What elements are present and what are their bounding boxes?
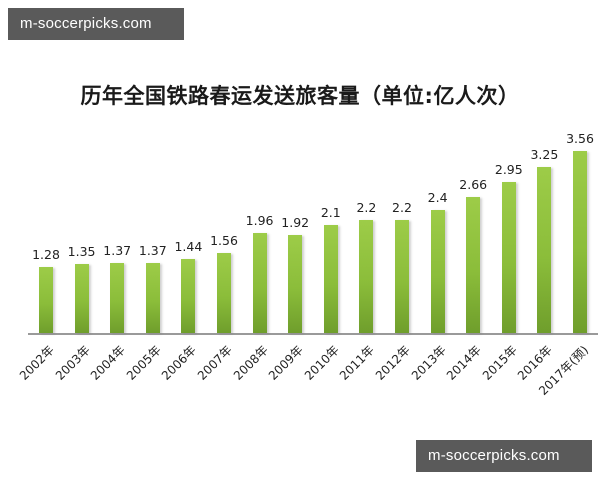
bar-value-label: 2.95 — [494, 161, 523, 177]
bar — [74, 263, 89, 333]
watermark-bottom: m-soccerpicks.com — [416, 440, 592, 472]
x-tick-label: 2012年 — [372, 342, 413, 383]
x-tick-label: 2009年 — [266, 342, 307, 383]
bar — [359, 220, 374, 333]
bar — [395, 220, 409, 333]
watermark-top: m-soccerpicks.com — [8, 8, 184, 40]
x-tick-label: 2010年 — [301, 342, 342, 383]
x-tick-label: 2004年 — [88, 342, 129, 383]
x-tick-label: 2005年 — [123, 342, 164, 383]
bar-value-label: 3.25 — [530, 146, 559, 162]
bar-value-label: 1.37 — [138, 242, 167, 258]
bar-value-label: 2.2 — [392, 200, 412, 216]
x-tick-label: 2013年 — [408, 342, 449, 383]
bar-value-label: 2.66 — [459, 176, 488, 192]
bar-value-label: 3.56 — [566, 130, 594, 146]
bar — [537, 166, 552, 333]
bar — [110, 262, 125, 333]
bar-value-label: 1.44 — [174, 239, 203, 255]
x-tick-label: 2002年 — [16, 342, 57, 383]
x-tick-label: 2015年 — [479, 342, 520, 383]
x-tick-label: 2014年 — [444, 342, 485, 383]
x-tick-label: 2011年 — [337, 342, 378, 383]
bar — [217, 253, 231, 333]
bar-value-label: 1.56 — [210, 233, 238, 249]
bar-value-label: 1.92 — [281, 214, 310, 230]
x-tick-label: 2008年 — [230, 342, 271, 383]
bar — [181, 259, 196, 333]
bar-value-label: 1.35 — [67, 243, 96, 259]
bar-value-label: 2.1 — [320, 205, 341, 221]
bar — [39, 267, 53, 333]
bar — [430, 210, 445, 333]
bar-value-label: 2.4 — [427, 190, 448, 206]
bar — [466, 196, 481, 333]
bar-value-label: 1.37 — [103, 242, 132, 258]
bar — [288, 234, 303, 333]
bar-value-label: 2.2 — [356, 200, 377, 216]
chart-title: 历年全国铁路春运发送旅客量（单位:亿人次） — [80, 84, 520, 108]
bar — [501, 181, 516, 333]
x-tick-label: 2007年 — [194, 342, 235, 383]
bar — [573, 150, 587, 333]
x-tick-label: 2003年 — [52, 342, 93, 383]
bar — [145, 262, 160, 333]
x-axis-line — [28, 333, 598, 335]
bar — [252, 232, 267, 333]
bar-value-label: 1.28 — [32, 247, 60, 263]
bar-value-label: 1.96 — [245, 212, 274, 228]
bar — [323, 225, 338, 333]
x-tick-label: 2006年 — [159, 342, 200, 383]
